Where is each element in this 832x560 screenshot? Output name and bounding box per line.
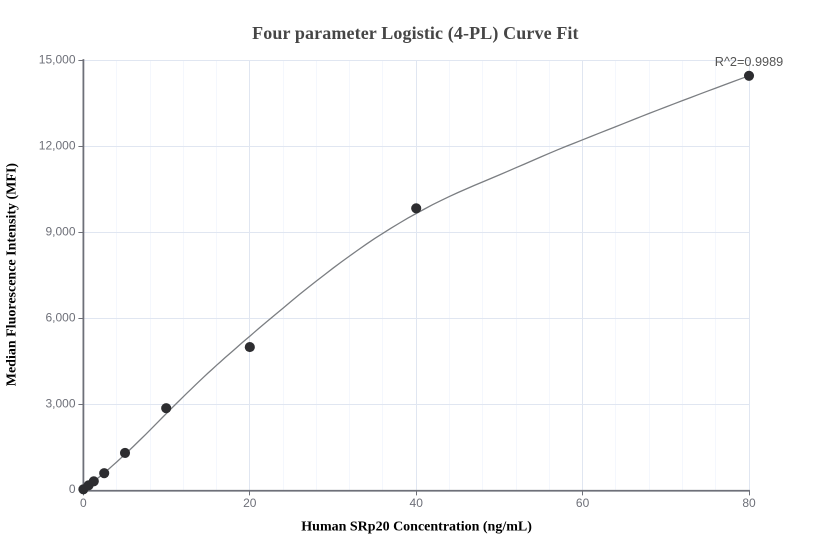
svg-text:9,000: 9,000 — [45, 224, 75, 238]
svg-text:Human SRp20 Concentration (ng/: Human SRp20 Concentration (ng/mL) — [301, 519, 532, 534]
svg-text:Four parameter Logistic (4-PL): Four parameter Logistic (4-PL) Curve Fit — [252, 23, 579, 44]
svg-text:6,000: 6,000 — [45, 310, 75, 324]
svg-text:80: 80 — [742, 496, 756, 510]
svg-text:0: 0 — [80, 496, 87, 510]
svg-text:R^2=0.9989: R^2=0.9989 — [715, 55, 783, 69]
svg-text:20: 20 — [243, 496, 257, 510]
svg-text:12,000: 12,000 — [39, 139, 76, 153]
svg-text:3,000: 3,000 — [45, 396, 75, 410]
svg-text:15,000: 15,000 — [39, 53, 76, 67]
svg-text:Median Fluorescence Intensity: Median Fluorescence Intensity (MFI) — [4, 163, 19, 387]
svg-text:0: 0 — [69, 482, 76, 496]
svg-text:40: 40 — [410, 496, 424, 510]
svg-text:60: 60 — [576, 496, 590, 510]
